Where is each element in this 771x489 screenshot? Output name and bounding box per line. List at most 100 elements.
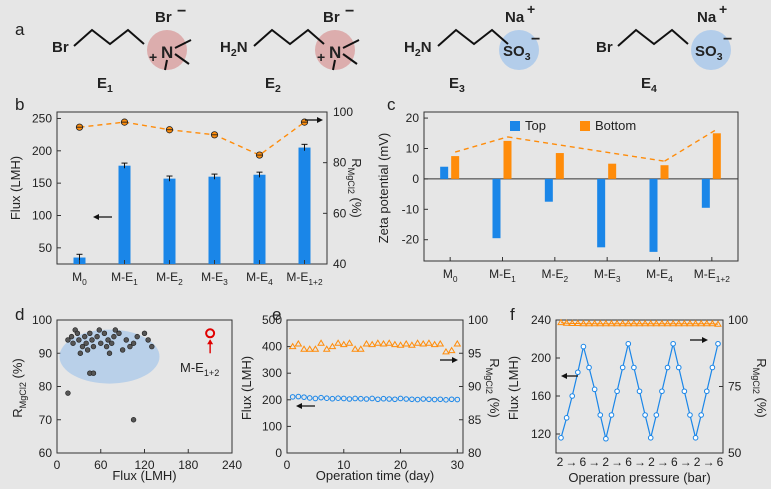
rejection-point <box>379 339 388 347</box>
data-point <box>130 417 137 423</box>
flux-point <box>647 435 654 441</box>
data-point <box>108 340 115 346</box>
flux-point <box>329 395 336 402</box>
data-point <box>98 340 104 346</box>
rejection-point <box>573 319 582 326</box>
pressure-label: 6 <box>580 455 587 469</box>
trend-arrow <box>507 136 665 162</box>
data-point <box>145 337 151 343</box>
rejection-point <box>402 339 411 347</box>
x-tick-label: M0 <box>443 267 458 284</box>
y-tick-label: 250 <box>32 111 52 125</box>
methyl-bond <box>342 53 358 65</box>
y2-tick-label: 80 <box>468 446 482 460</box>
data-point <box>82 333 88 340</box>
rejection-point <box>362 339 371 347</box>
flux-point <box>670 340 676 347</box>
x-axis-label: Flux (LMH) <box>112 468 176 483</box>
counter-ion: Na <box>505 9 525 26</box>
molecule-2: H2N N+ Br − E2 <box>220 3 360 95</box>
x-tick-label: M-E1 <box>489 267 516 284</box>
flux-point <box>454 396 461 403</box>
rejection-point <box>425 339 433 346</box>
data-point <box>90 343 97 350</box>
y-tick-label: 500 <box>262 313 282 327</box>
rejection-trend <box>79 121 305 156</box>
y-tick-label: -20 <box>402 233 420 247</box>
y-tick-label: 160 <box>531 389 551 403</box>
right-axis-arrowhead <box>702 337 708 343</box>
bottom-bar <box>608 163 617 179</box>
data-point <box>123 337 129 343</box>
flux-point <box>380 395 387 402</box>
y-tick-label: 100 <box>32 313 52 327</box>
rejection-point <box>557 318 565 326</box>
pressure-label: 2 <box>602 455 609 469</box>
x-tick-label: M-E1+2 <box>286 270 323 287</box>
rejection-point <box>385 339 394 346</box>
top-bar <box>649 178 658 252</box>
pressure-arrow: → <box>611 455 623 469</box>
pressure-label: 6 <box>625 455 632 469</box>
rejection-point <box>708 319 717 327</box>
rejection-point <box>646 319 655 327</box>
x-tick-label: 0 <box>54 458 61 472</box>
y-tick-label: 70 <box>39 413 53 427</box>
x-axis-label: Operation pressure (bar) <box>568 470 710 485</box>
highlight-arrowhead <box>207 339 214 345</box>
flux-bar <box>298 147 311 264</box>
flux-point <box>301 394 307 400</box>
flux-point <box>448 396 455 403</box>
data-point <box>96 327 102 333</box>
flux-point <box>289 394 296 400</box>
flux-point <box>437 396 444 403</box>
top-bar <box>440 166 449 179</box>
data-point <box>94 333 100 340</box>
data-point <box>84 347 91 353</box>
rejection-point <box>618 319 627 327</box>
rejection-point <box>413 339 422 346</box>
molecule-1: Br N+Br −E1 <box>52 3 192 95</box>
counter-ion-charge: + <box>719 1 727 17</box>
flux-point <box>420 396 427 402</box>
rejection-point <box>390 340 399 348</box>
y-tick-label: 80 <box>39 380 53 394</box>
positive-charge: + <box>317 49 325 65</box>
pressure-arrow: → <box>680 455 692 469</box>
bottom-bar <box>660 165 669 179</box>
y-tick-label: 60 <box>39 446 53 460</box>
rejection-point <box>613 319 621 327</box>
data-point <box>119 347 126 353</box>
rejection-point <box>663 319 672 327</box>
y2-tick-label: 95 <box>468 346 482 360</box>
y-axis-label: Flux (LMH) <box>506 356 521 420</box>
rejection-point <box>568 319 577 326</box>
x-tick-label: M-E3 <box>594 267 621 284</box>
legend-label-top: Top <box>525 118 546 133</box>
left-axis-arrowhead <box>93 214 99 220</box>
pressure-label: 2 <box>694 455 701 469</box>
flux-point <box>664 364 671 371</box>
y-tick-label: 120 <box>531 427 551 441</box>
flux-point <box>619 364 626 371</box>
group-bubble <box>499 30 539 70</box>
flux-point <box>636 388 643 395</box>
flux-point <box>323 395 330 402</box>
y2-tick-label: 90 <box>468 380 482 394</box>
methyl-bond <box>164 59 168 71</box>
x-tick-label: 120 <box>134 458 154 472</box>
flux-point <box>369 395 375 402</box>
flux-bar <box>253 174 266 264</box>
rejection-point <box>635 319 644 327</box>
y-axis-label: RMgCl2 (%) <box>10 358 28 418</box>
methyl-bond <box>174 39 192 49</box>
y2-axis-label: RMgCl2 (%) <box>346 158 364 218</box>
pressure-label: 2 <box>557 455 564 469</box>
panel-letter-c: c <box>387 95 396 114</box>
flux-point <box>335 395 341 402</box>
data-point <box>106 350 113 356</box>
x-tick-label: M0 <box>72 270 87 287</box>
flux-point <box>681 388 688 395</box>
flux-bar <box>163 178 176 264</box>
rejection-point <box>300 345 308 352</box>
